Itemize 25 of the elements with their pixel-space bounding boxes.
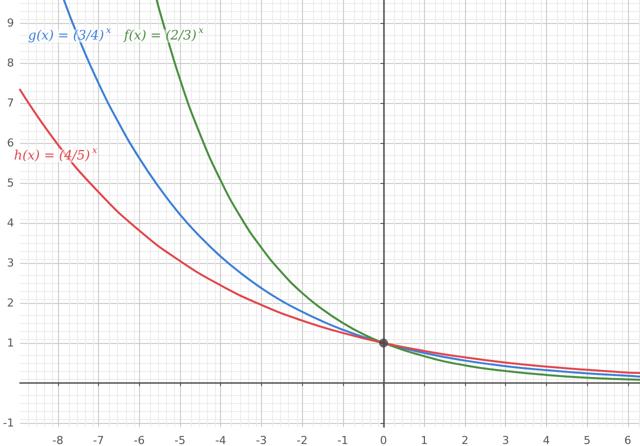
x-tick-label: 4 xyxy=(542,434,550,446)
y-tick-label: 8 xyxy=(6,56,14,70)
x-tick-label: -5 xyxy=(174,434,186,446)
x-tick-label: -3 xyxy=(256,434,267,446)
x-tick-label: -8 xyxy=(52,434,64,446)
x-tick-label: 0 xyxy=(380,434,388,446)
x-tick-label: -1 xyxy=(337,434,348,446)
y-tick-label: 9 xyxy=(6,16,14,30)
y-tick-label: 6 xyxy=(6,136,14,150)
y-tick-label: 7 xyxy=(6,96,14,110)
x-tick-label: 2 xyxy=(461,434,468,446)
x-tick-label: -7 xyxy=(93,434,104,446)
y-tick-label: 2 xyxy=(6,296,14,310)
x-tick-label: -4 xyxy=(215,434,226,446)
y-tick-label: -1 xyxy=(3,416,14,430)
y-tick-label: 1 xyxy=(6,336,14,350)
x-tick-label: 6 xyxy=(624,434,632,446)
x-tick-label: -6 xyxy=(134,434,145,446)
x-tick-label: 1 xyxy=(420,434,428,446)
y-tick-label: 3 xyxy=(6,256,14,270)
x-tick-label: 5 xyxy=(584,434,591,446)
x-tick-label: 3 xyxy=(502,434,510,446)
x-tick-label: -2 xyxy=(296,434,308,446)
y-tick-label: 5 xyxy=(6,176,14,190)
y-tick-label: 4 xyxy=(6,216,14,230)
